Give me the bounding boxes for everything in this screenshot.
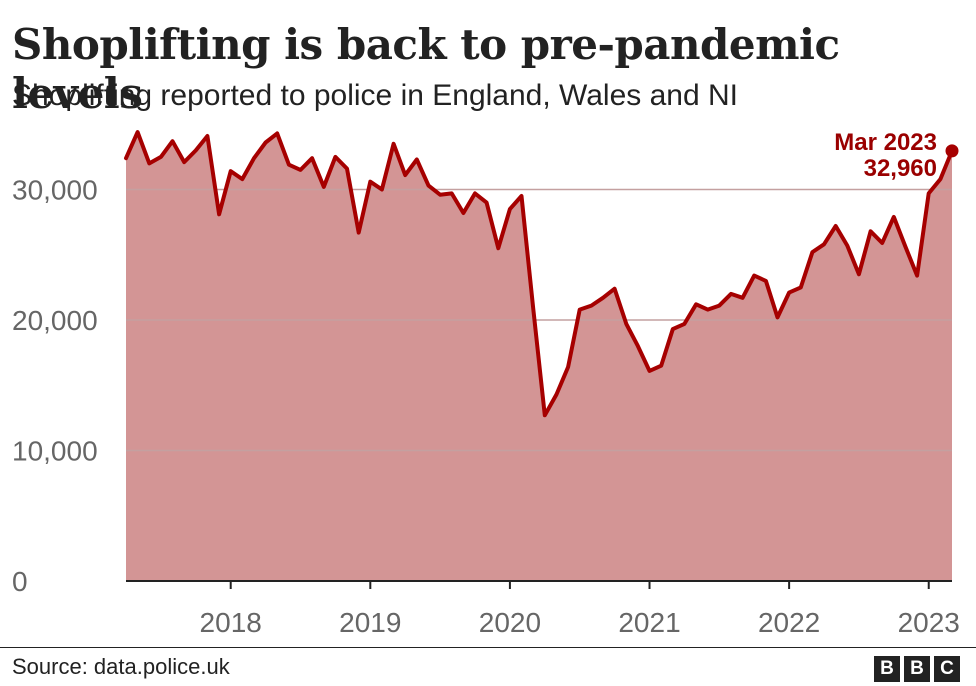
- y-tick-label: 0: [12, 566, 28, 597]
- bbc-logo: B B C: [874, 656, 960, 682]
- y-tick-label: 20,000: [12, 305, 98, 336]
- annotation-date-label: Mar 2023: [834, 129, 937, 156]
- x-tick-label: 2018: [200, 607, 262, 638]
- series-line: [124, 130, 954, 418]
- x-tick-label: 2023: [898, 607, 960, 638]
- label-layer: 0 10,000 20,000 30,000 2018 2019 2020 2021 2022 2…: [12, 129, 960, 638]
- x-tick-label: 2020: [479, 607, 541, 638]
- y-tick-label: 30,000: [12, 175, 98, 206]
- grid-layer: [126, 188, 952, 452]
- annotation-value-label: 32,960: [864, 155, 937, 182]
- series-area-fill: [126, 132, 952, 581]
- x-tick-label: 2022: [758, 607, 820, 638]
- bbc-logo-letter-c: C: [934, 656, 960, 682]
- y-tick-label: 10,000: [12, 436, 98, 467]
- latest-point-marker: [945, 144, 959, 158]
- chart-title: Shoplifting is back to pre-pandemic leve…: [12, 20, 840, 118]
- chart-subtitle: Shoplifting reported to police in Englan…: [12, 79, 738, 112]
- axis-layer: [126, 580, 952, 589]
- bbc-logo-letter-b2: B: [904, 656, 930, 682]
- footer-divider: [0, 647, 976, 648]
- bbc-logo-letter-b1: B: [874, 656, 900, 682]
- line-layer: [124, 130, 959, 418]
- x-tick-label: 2019: [339, 607, 401, 638]
- x-tick-label: 2021: [618, 607, 680, 638]
- shoplifting-chart: 0 10,000 20,000 30,000 2018 2019 2020 2021 2022 2…: [12, 129, 960, 638]
- area-layer: [126, 132, 952, 581]
- source-note: Source: data.police.uk: [12, 654, 230, 679]
